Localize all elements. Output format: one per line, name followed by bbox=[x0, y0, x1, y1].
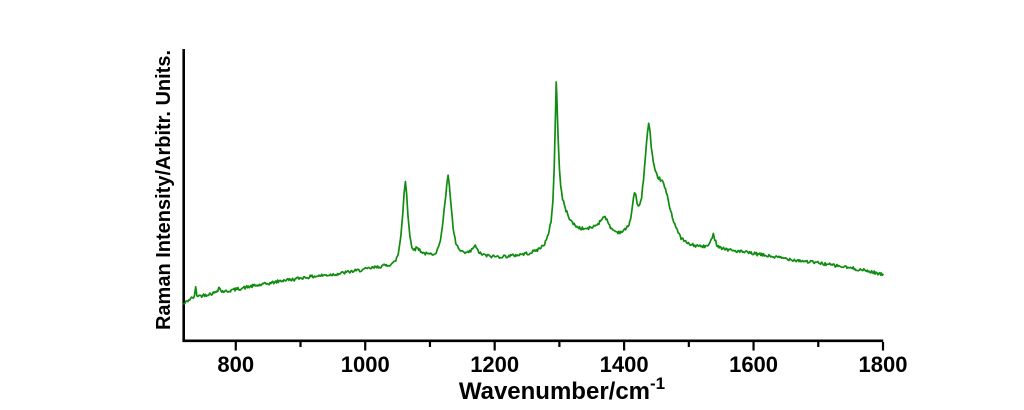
x-tick-label: 1800 bbox=[859, 352, 908, 377]
x-tick-label: 1600 bbox=[729, 352, 778, 377]
x-tick-label: 800 bbox=[217, 352, 254, 377]
x-tick-label: 1200 bbox=[470, 352, 519, 377]
spectrum-line bbox=[183, 81, 884, 305]
y-axis-label: Raman Intensity/Arbitr. Units. bbox=[153, 50, 175, 330]
x-tick-label: 1000 bbox=[341, 352, 390, 377]
x-axis-label-text: Wavenumber/cm bbox=[459, 378, 650, 405]
x-tick-label: 1400 bbox=[600, 352, 649, 377]
x-axis-label: Wavenumber/cm-1 bbox=[459, 374, 665, 405]
axis-lines bbox=[182, 49, 884, 343]
x-axis-ticks bbox=[234, 342, 885, 351]
x-axis-label-superscript: -1 bbox=[650, 374, 665, 393]
x-axis-tick-labels: 800 1000 1200 1400 1600 1800 bbox=[217, 352, 907, 377]
